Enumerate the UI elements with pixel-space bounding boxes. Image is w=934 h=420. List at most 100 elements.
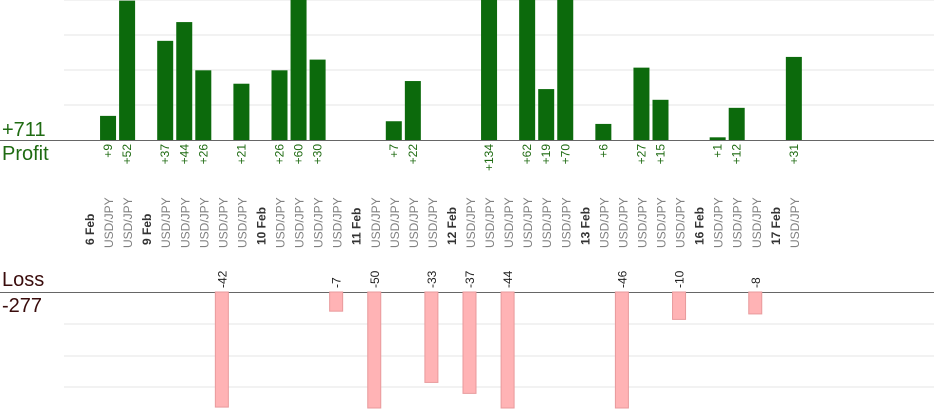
pair-label: USD/JPY bbox=[616, 197, 630, 248]
profit-bar bbox=[481, 0, 498, 140]
pair-label: USD/JPY bbox=[655, 197, 669, 248]
profit-value-label: +9 bbox=[101, 144, 115, 158]
profit-bar bbox=[595, 123, 612, 140]
loss-value-label: -10 bbox=[673, 270, 687, 288]
profit-value-label: +19 bbox=[539, 144, 553, 165]
loss-value-label: -7 bbox=[330, 277, 344, 288]
pair-label: USD/JPY bbox=[712, 197, 726, 248]
pair-label: USD/JPY bbox=[597, 197, 611, 248]
profit-value-label: +1 bbox=[711, 144, 725, 158]
profit-bar bbox=[633, 67, 650, 140]
loss-bar bbox=[329, 291, 344, 312]
pair-label: USD/JPY bbox=[216, 197, 230, 248]
profit-value-label: +62 bbox=[520, 144, 534, 165]
pair-label: USD/JPY bbox=[426, 197, 440, 248]
profit-value-label: +12 bbox=[730, 144, 744, 165]
date-label: 17 Feb bbox=[769, 207, 783, 245]
profit-bar bbox=[557, 0, 574, 140]
date-label: 16 Feb bbox=[693, 207, 707, 245]
pair-label: USD/JPY bbox=[635, 197, 649, 248]
loss-bar bbox=[214, 291, 229, 408]
pair-label: USD/JPY bbox=[407, 197, 421, 248]
profit-value-label: +7 bbox=[387, 144, 401, 158]
profit-bar bbox=[119, 0, 136, 141]
profit-label: Profit bbox=[2, 143, 49, 165]
profit-value-label: +15 bbox=[654, 144, 668, 165]
loss-value-label: -44 bbox=[501, 270, 515, 288]
profit-bar bbox=[728, 107, 745, 140]
profit-value-label: +134 bbox=[482, 144, 496, 171]
loss-bar bbox=[672, 291, 687, 320]
pair-label: USD/JPY bbox=[388, 197, 402, 248]
pair-label: USD/JPY bbox=[464, 197, 478, 248]
pair-label: USD/JPY bbox=[293, 197, 307, 248]
total-profit: +711 bbox=[2, 119, 46, 141]
profit-value-label: +26 bbox=[196, 144, 210, 165]
pair-label: USD/JPY bbox=[159, 197, 173, 248]
pair-label: USD/JPY bbox=[331, 197, 345, 248]
profit-bar bbox=[195, 70, 212, 140]
profit-bar bbox=[271, 70, 288, 140]
profit-bar bbox=[404, 81, 421, 140]
loss-bar bbox=[500, 291, 515, 409]
date-label: 12 Feb bbox=[445, 207, 459, 245]
loss-value-label: -37 bbox=[463, 270, 477, 288]
pair-label: USD/JPY bbox=[197, 197, 211, 248]
loss-value-label: -42 bbox=[215, 270, 229, 288]
pair-label: USD/JPY bbox=[121, 197, 135, 248]
profit-bar bbox=[176, 22, 193, 140]
profit-value-label: +30 bbox=[311, 144, 325, 165]
date-label: 10 Feb bbox=[254, 207, 268, 245]
profit-bar bbox=[290, 0, 307, 140]
pair-label: USD/JPY bbox=[502, 197, 516, 248]
date-label: 11 Feb bbox=[350, 208, 364, 245]
profit-value-label: +26 bbox=[273, 144, 287, 165]
loss-value-label: -46 bbox=[615, 270, 629, 288]
profit-value-label: +44 bbox=[177, 144, 191, 165]
profit-value-label: +21 bbox=[234, 144, 248, 165]
loss-label: Loss bbox=[2, 269, 45, 291]
pair-label: USD/JPY bbox=[540, 197, 554, 248]
pair-label: USD/JPY bbox=[674, 197, 688, 248]
profit-bar bbox=[785, 56, 802, 140]
profit-bar bbox=[157, 40, 174, 141]
profit-bar bbox=[233, 83, 250, 140]
pair-label: USD/JPY bbox=[750, 197, 764, 248]
profit-value-label: +27 bbox=[634, 144, 648, 165]
pair-label: USD/JPY bbox=[178, 197, 192, 248]
loss-value-label: -8 bbox=[749, 277, 763, 288]
loss-bar bbox=[462, 291, 477, 394]
pair-label: USD/JPY bbox=[559, 197, 573, 248]
date-label: 9 Feb bbox=[140, 214, 154, 245]
profit-value-label: +6 bbox=[596, 144, 610, 158]
loss-bar bbox=[748, 291, 763, 315]
pair-label: USD/JPY bbox=[312, 197, 326, 248]
pair-label: USD/JPY bbox=[235, 197, 249, 248]
loss-value-label: -50 bbox=[368, 270, 382, 288]
profit-bar bbox=[652, 99, 669, 140]
total-loss: -277 bbox=[2, 295, 43, 317]
pair-label: USD/JPY bbox=[274, 197, 288, 248]
loss-bar bbox=[614, 291, 629, 409]
profit-value-label: +37 bbox=[158, 144, 172, 165]
loss-value-label: -33 bbox=[425, 270, 439, 288]
profit-bar bbox=[538, 89, 555, 140]
profit-bar bbox=[309, 59, 326, 140]
profit-bar bbox=[519, 0, 536, 140]
loss-bar bbox=[424, 291, 439, 383]
pair-label: USD/JPY bbox=[521, 197, 535, 248]
pair-label: USD/JPY bbox=[102, 197, 116, 248]
date-label: 13 Feb bbox=[578, 207, 592, 245]
profit-value-label: +70 bbox=[558, 144, 572, 165]
loss-bar bbox=[367, 291, 382, 409]
profit-value-label: +60 bbox=[292, 144, 306, 165]
pair-label: USD/JPY bbox=[369, 197, 383, 248]
date-label: 6 Feb bbox=[83, 214, 97, 245]
profit-value-label: +22 bbox=[406, 144, 420, 165]
profit-bar bbox=[709, 137, 726, 140]
profit-value-label: +31 bbox=[787, 144, 801, 165]
profit-bar bbox=[100, 115, 117, 140]
profit-value-label: +52 bbox=[120, 144, 134, 165]
profit-bar bbox=[385, 121, 402, 140]
